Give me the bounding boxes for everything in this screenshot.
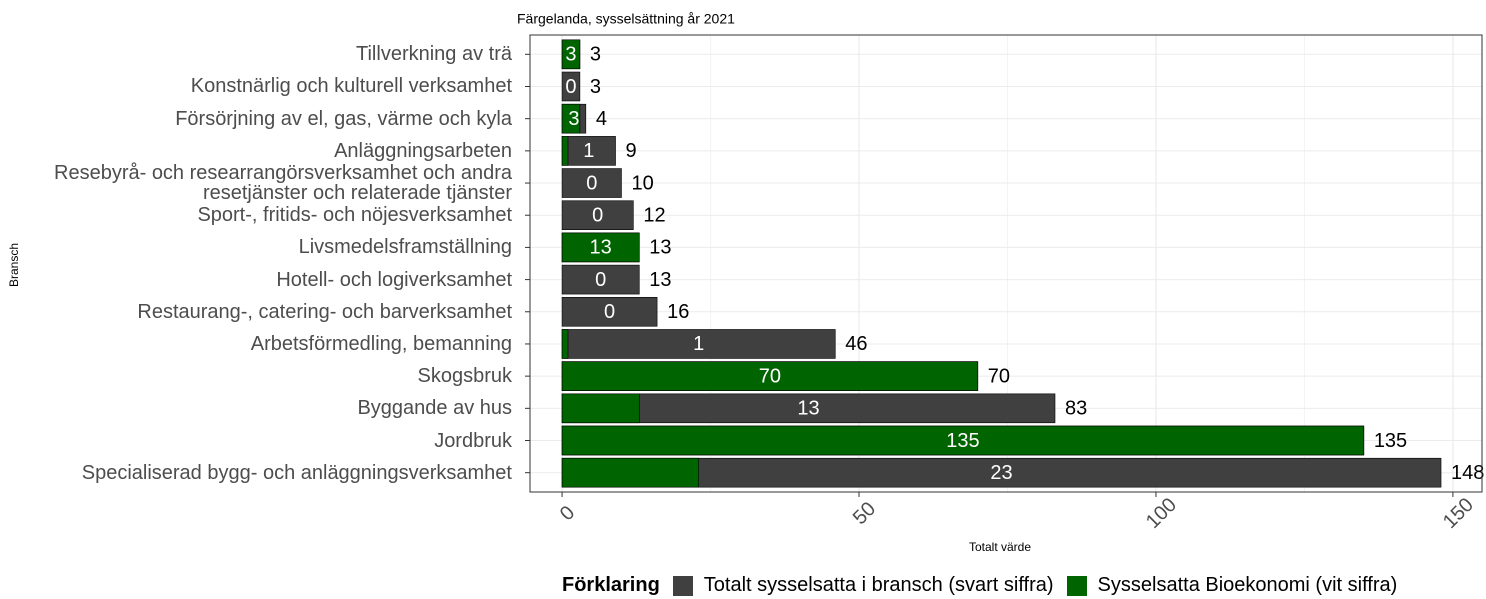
bar	[561, 296, 658, 327]
x-axis-label: Totalt värde	[969, 540, 1031, 554]
y-axis-label: Bransch	[7, 243, 21, 287]
y-tick-label: Resebyrå- och researrangörsverksamhet oc…	[54, 162, 512, 205]
bar	[561, 393, 640, 424]
bar	[561, 457, 1442, 488]
x-tick-label: 50	[849, 498, 880, 529]
legend-title: Förklaring	[562, 574, 660, 596]
legend-label: Totalt sysselsatta i bransch (svart siff…	[703, 574, 1054, 596]
bar	[561, 232, 640, 263]
value-label: 135	[1374, 430, 1407, 452]
y-tick-label: Hotell- och logiverksamhet	[276, 268, 512, 291]
value-label: 4	[596, 108, 607, 130]
value-label: 0	[586, 172, 597, 194]
value-label: 3	[568, 108, 579, 130]
value-label: 13	[649, 269, 671, 291]
legend-label: Sysselsatta Bioekonomi (vit siffra)	[1097, 574, 1398, 596]
plot-border	[529, 34, 1483, 493]
bar	[561, 264, 640, 295]
bar	[561, 457, 699, 488]
value-label: 3	[565, 44, 576, 66]
value-label: 13	[649, 237, 671, 259]
legend-key	[671, 574, 694, 597]
bar	[561, 136, 616, 166]
value-label: 83	[1065, 398, 1087, 420]
y-tick-label: Restaurang-, catering- och barverksamhet	[137, 300, 512, 323]
value-label: 1	[583, 140, 594, 162]
x-tick-label: 150	[1439, 494, 1478, 533]
value-label: 3	[590, 76, 601, 98]
y-tick-label: Arbetsförmedling, bemanning	[250, 332, 512, 355]
value-label: 23	[990, 462, 1012, 484]
bar	[561, 136, 569, 166]
value-label: 148	[1451, 462, 1484, 484]
bar	[561, 168, 622, 198]
bar	[561, 425, 1365, 456]
y-tick-label: Konstnärlig och kulturell verksamhet	[190, 75, 512, 98]
y-tick-label: Specialiserad bygg- och anläggningsverks…	[81, 461, 512, 484]
legend-key	[1065, 574, 1088, 597]
value-label: 1	[693, 333, 704, 355]
y-tick-label: Sport-, fritids- och nöjesverksamhet	[197, 204, 512, 227]
y-tick-label: Försörjning av el, gas, värme och kyla	[175, 107, 512, 130]
value-label: 46	[845, 333, 867, 355]
value-label: 9	[626, 140, 637, 162]
y-tick-label: Byggande av hus	[357, 397, 512, 420]
y-tick-label: Jordbruk	[434, 429, 512, 452]
y-tick-label: Anläggningsarbeten	[334, 139, 512, 162]
bar	[561, 39, 581, 70]
bar	[561, 329, 836, 359]
y-tick-label: Livsmedelsframställning	[298, 236, 512, 259]
value-label: 0	[595, 269, 606, 291]
y-tick-label: Tillverkning av trä	[356, 43, 512, 66]
value-label: 70	[759, 365, 781, 387]
value-label: 12	[643, 205, 665, 227]
value-label: 16	[667, 301, 689, 323]
value-label: 135	[946, 430, 979, 452]
bar	[561, 393, 1056, 424]
bar	[561, 71, 581, 102]
value-label: 70	[988, 365, 1010, 387]
bar	[561, 103, 581, 134]
y-tick-label: Skogsbruk	[417, 365, 513, 388]
bar	[561, 361, 979, 391]
value-label: 13	[797, 398, 819, 420]
value-label: 3	[590, 44, 601, 66]
value-label: 0	[565, 76, 576, 98]
plot-panel	[530, 35, 1482, 492]
value-label: 10	[631, 172, 653, 194]
bar	[561, 329, 569, 359]
x-tick-label: 100	[1142, 494, 1181, 533]
chart-title: Färgelanda, sysselsättning år 2021	[517, 11, 735, 27]
value-label: 13	[590, 237, 612, 259]
bar	[561, 200, 634, 231]
value-label: 0	[592, 205, 603, 227]
legend: Förklaring Totalt sysselsatta i bransch …	[562, 574, 1397, 597]
x-tick-label: 0	[556, 502, 579, 525]
value-label: 0	[604, 301, 615, 323]
